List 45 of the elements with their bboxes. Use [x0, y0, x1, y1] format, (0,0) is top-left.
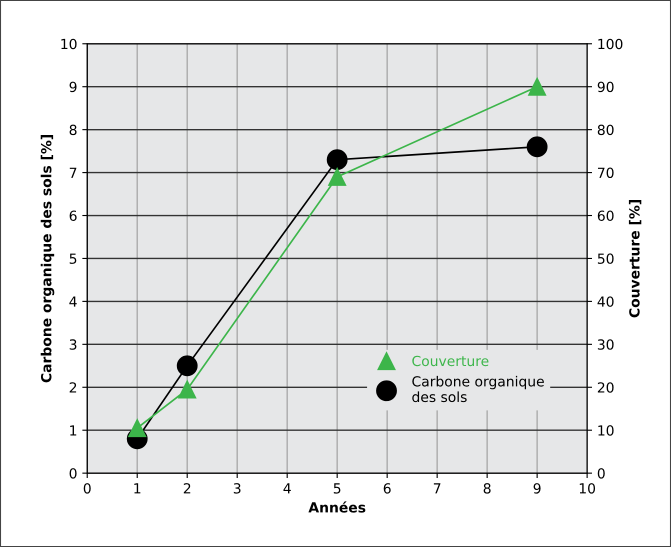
y-tick-label: 0	[70, 468, 77, 479]
x-tick-label: 8	[484, 483, 491, 494]
x-tick-label: 3	[234, 483, 241, 494]
point	[328, 168, 346, 186]
y2-tick-label: 50	[598, 253, 614, 264]
y-tick-label: 1	[70, 425, 76, 436]
y2-tick-label: 30	[598, 339, 614, 350]
point	[178, 380, 196, 398]
y-axis-title: Carbone organique des sols [%]	[40, 135, 54, 382]
y-tick-label: 7	[70, 168, 76, 178]
point	[526, 136, 548, 158]
y2-tick-label: 70	[598, 168, 614, 178]
y-tick-label: 2	[70, 382, 76, 393]
x-tick-label: 2	[184, 483, 190, 494]
y2-tick-label: 20	[598, 382, 614, 393]
point	[128, 419, 146, 438]
y-tick-label: 5	[70, 254, 76, 264]
legend-label: Couverture	[412, 356, 488, 366]
y2-tick-label: 10	[598, 425, 614, 436]
x-tick-label: 4	[283, 483, 291, 494]
legend-label: Carbone organique des sols	[412, 376, 544, 402]
y-tick-label: 8	[70, 124, 77, 136]
x-tick-label: 6	[384, 483, 391, 494]
x-tick-label: 7	[434, 483, 440, 494]
y2-tick-label: 0	[598, 468, 605, 479]
x-axis-title: Années	[308, 501, 366, 513]
y2-tick-label: 60	[598, 210, 614, 221]
y2-tick-label: 80	[598, 124, 614, 136]
x-tick-label: 9	[534, 483, 541, 494]
x-tick-label: 0	[84, 483, 91, 494]
y2-axis-title: Couverture [%]	[628, 200, 642, 318]
point	[326, 149, 348, 170]
y-tick-label: 10	[61, 38, 77, 50]
y2-tick-label: 100	[598, 38, 622, 50]
x-tick-label: 5	[334, 483, 340, 494]
x-tick-label: 1	[134, 483, 140, 494]
y2-tick-label: 40	[598, 296, 614, 307]
point	[528, 78, 546, 96]
point	[176, 355, 198, 376]
y-tick-label: 6	[70, 210, 77, 221]
y-tick-label: 4	[69, 296, 77, 307]
y-tick-label: 3	[70, 339, 76, 350]
y-tick-label: 9	[70, 82, 77, 92]
x-tick-label: 10	[580, 483, 596, 494]
y2-tick-label: 90	[598, 82, 614, 92]
